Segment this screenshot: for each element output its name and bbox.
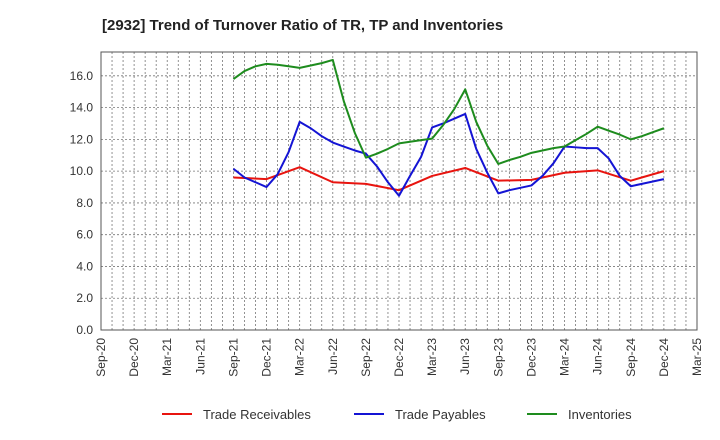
legend-label-trade-receivables: Trade Receivables xyxy=(203,407,311,422)
y-tick-label: 10.0 xyxy=(70,164,94,178)
x-tick-label: Mar-22 xyxy=(293,338,307,376)
series-lines xyxy=(232,58,665,197)
x-tick-label: Sep-20 xyxy=(94,338,108,377)
axes: 0.0 2.0 4.0 6.0 8.0 10.0 12.0 14.0 16.0 Sep-20 Dec… xyxy=(70,51,704,377)
y-tick-label: 4.0 xyxy=(76,259,93,273)
series-line-trade-receivables xyxy=(233,166,665,192)
y-tick-label: 14.0 xyxy=(70,101,94,115)
x-tick-label: Mar-25 xyxy=(690,338,704,376)
x-tick-label: Dec-23 xyxy=(524,338,538,377)
y-tick-label: 0.0 xyxy=(76,323,93,337)
x-tick-label: Dec-24 xyxy=(657,338,671,377)
x-tick-label: Sep-22 xyxy=(359,338,373,377)
x-tick-label: Jun-24 xyxy=(591,338,605,375)
y-tick-label: 2.0 xyxy=(76,291,93,305)
x-tick-label: Sep-21 xyxy=(226,338,240,377)
x-tick-label: Dec-20 xyxy=(127,338,141,377)
x-tick-label: Mar-21 xyxy=(160,338,174,376)
x-tick-label: Dec-21 xyxy=(260,338,274,377)
y-tick-label: 8.0 xyxy=(76,196,93,210)
x-tick-label: Mar-23 xyxy=(425,338,439,376)
legend-label-inventories: Inventories xyxy=(568,407,632,422)
y-tick-label: 6.0 xyxy=(76,228,93,242)
x-tick-label: Jun-23 xyxy=(458,338,472,375)
x-tick-label: Sep-23 xyxy=(491,338,505,377)
legend-label-trade-payables: Trade Payables xyxy=(395,407,486,422)
chart-title: [2932] Trend of Turnover Ratio of TR, TP… xyxy=(102,17,503,34)
x-tick-label: Sep-24 xyxy=(624,338,638,377)
x-tick-label: Mar-24 xyxy=(558,338,572,376)
x-tick-label: Jun-21 xyxy=(193,338,207,375)
series-line-trade-payables xyxy=(232,112,665,197)
y-tick-label: 12.0 xyxy=(70,132,94,146)
y-tick-label: 16.0 xyxy=(70,69,94,83)
plot-frame xyxy=(100,51,698,331)
x-tick-label: Jun-22 xyxy=(326,338,340,375)
series-line-inventories xyxy=(232,58,665,165)
legend: Trade Receivables Trade Payables Inventori… xyxy=(162,407,632,422)
x-tick-label: Dec-22 xyxy=(392,338,406,377)
